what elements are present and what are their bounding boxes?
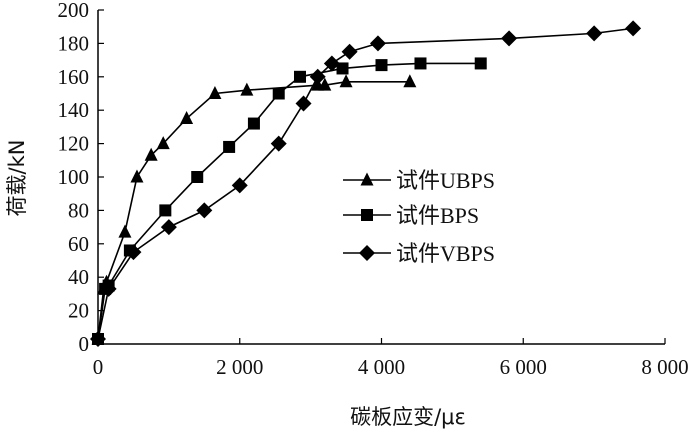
data-point-diamond [625, 20, 642, 37]
legend: 试件UBPS 试件BPS 试件VBPS [343, 168, 495, 266]
data-point-square [191, 171, 204, 183]
x-tick-label: 0 [93, 355, 104, 379]
data-point-triangle [144, 147, 158, 161]
y-tick-label: 60 [68, 232, 89, 256]
data-point-diamond [586, 25, 603, 42]
data-point-square [223, 140, 236, 153]
y-tick-label: 40 [68, 265, 89, 289]
x-tick-label: 8 000 [641, 355, 688, 379]
data-point-diamond [501, 30, 518, 47]
ticks: 0 20 40 60 80 100 120 140 160 180 200 0 2 000 4 000 6 … [58, 0, 689, 379]
data-point-triangle [130, 169, 144, 183]
data-point-square [247, 117, 260, 130]
data-point-diamond [341, 43, 358, 60]
y-axis-title: 荷载/kN [5, 140, 29, 217]
data-point-square [375, 59, 388, 72]
legend-marker-square [361, 209, 373, 221]
series-diamond [90, 20, 642, 347]
data-point-square [159, 204, 172, 217]
legend-marker-diamond [359, 245, 375, 261]
data-point-triangle [156, 136, 170, 150]
y-tick-label: 180 [58, 31, 90, 55]
data-point-triangle [339, 74, 353, 88]
x-axis-title: 碳板应变/με [350, 405, 466, 429]
data-point-diamond [270, 135, 287, 152]
data-point-diamond [369, 35, 386, 52]
data-point-diamond [295, 95, 312, 112]
x-tick-label: 6 000 [500, 355, 547, 379]
x-tick-label: 2 000 [216, 355, 263, 379]
data-point-square [272, 87, 285, 100]
x-tick-label: 4 000 [358, 355, 405, 379]
data-point-diamond [160, 219, 177, 236]
y-tick-label: 140 [58, 98, 90, 122]
data-point-diamond [196, 202, 213, 219]
data-point-diamond [100, 280, 117, 297]
data-point-square [293, 70, 306, 83]
y-tick-label: 100 [58, 165, 90, 189]
legend-label: 试件VBPS [396, 241, 495, 266]
data-point-diamond [125, 244, 142, 261]
legend-label: 试件UBPS [396, 168, 495, 193]
data-point-square [336, 62, 349, 75]
data-point-diamond [231, 177, 248, 194]
y-tick-label: 120 [58, 132, 90, 156]
data-point-square [474, 57, 487, 70]
y-tick-label: 200 [58, 0, 90, 22]
y-tick-label: 80 [68, 198, 89, 222]
data-point-triangle [180, 111, 194, 125]
data-point-square [414, 57, 427, 70]
data-point-triangle [240, 82, 254, 96]
data-point-diamond [90, 330, 106, 347]
y-tick-label: 20 [68, 299, 89, 323]
y-tick-label: 0 [79, 332, 90, 356]
y-tick-label: 160 [58, 65, 90, 89]
data-point-triangle [403, 74, 417, 88]
series-layer [90, 20, 642, 347]
data-point-triangle [318, 77, 332, 91]
series-square [92, 57, 487, 345]
data-point-diamond [309, 68, 326, 85]
legend-label: 试件BPS [396, 203, 479, 228]
legend-marker-triangle [360, 172, 374, 186]
data-point-diamond [323, 55, 340, 72]
data-point-triangle [118, 224, 132, 238]
data-point-triangle [208, 86, 222, 99]
series-line [97, 62, 481, 340]
